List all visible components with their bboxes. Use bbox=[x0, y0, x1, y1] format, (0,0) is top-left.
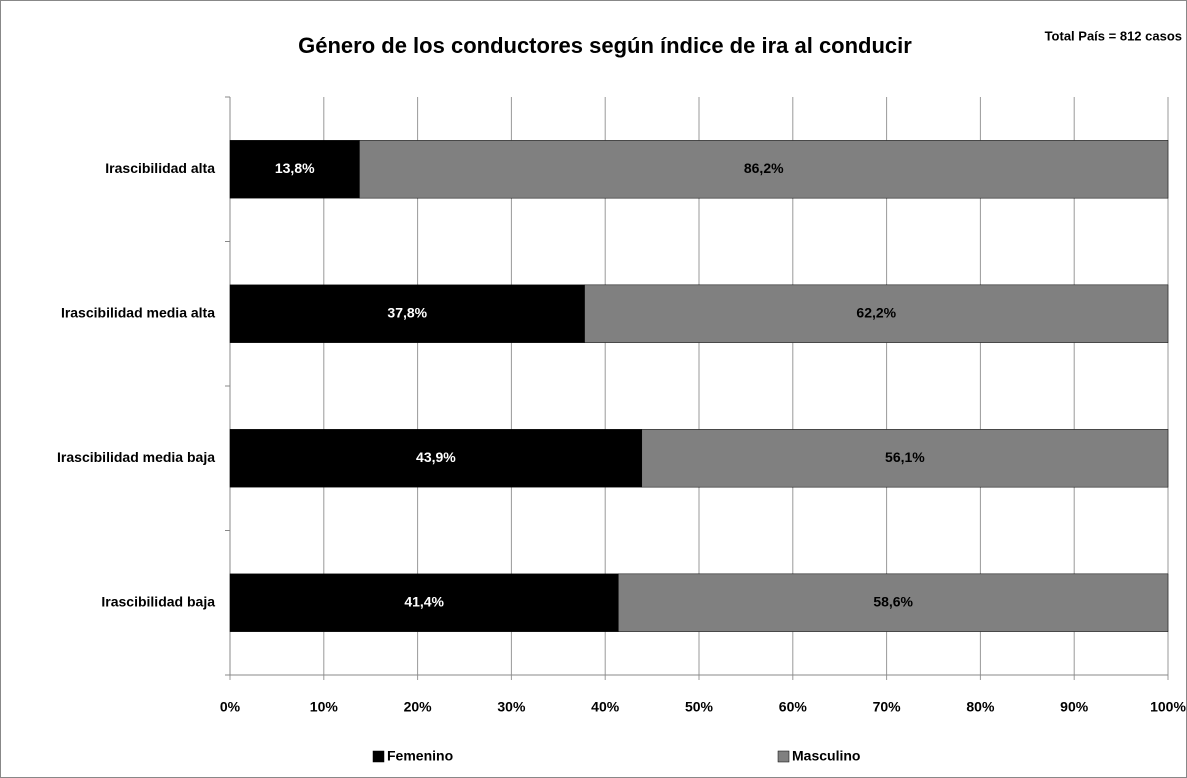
x-tick-label: 60% bbox=[779, 699, 808, 715]
bar-segment bbox=[641, 429, 1169, 488]
value-label: 62,2% bbox=[856, 304, 896, 320]
value-label: 56,1% bbox=[885, 449, 925, 465]
x-tick-label: 30% bbox=[497, 699, 526, 715]
bar-segment bbox=[359, 140, 1169, 199]
legend-swatch bbox=[372, 750, 385, 763]
bar-segment bbox=[229, 284, 585, 343]
value-label: 13,8% bbox=[275, 160, 315, 176]
x-tick-label: 90% bbox=[1060, 699, 1089, 715]
annotation: Total País = 812 casos bbox=[1045, 28, 1182, 43]
value-label: 43,9% bbox=[416, 449, 456, 465]
x-tick-label: 20% bbox=[404, 699, 433, 715]
y-tick-label: Irascibilidad media alta bbox=[61, 304, 215, 320]
x-tick-label: 80% bbox=[966, 699, 995, 715]
x-tick-label: 50% bbox=[685, 699, 714, 715]
y-tick-label: Irascibilidad media baja bbox=[57, 449, 215, 465]
legend-swatch bbox=[777, 750, 790, 763]
x-tick-label: 40% bbox=[591, 699, 620, 715]
bar-segment bbox=[229, 573, 619, 632]
value-label: 41,4% bbox=[404, 593, 444, 609]
x-tick-label: 100% bbox=[1150, 699, 1186, 715]
x-tick-label: 0% bbox=[220, 699, 241, 715]
value-label: 86,2% bbox=[744, 160, 784, 176]
value-label: 58,6% bbox=[873, 593, 913, 609]
bar-segment bbox=[618, 573, 1169, 632]
bar-segment bbox=[229, 140, 360, 199]
legend-label: Femenino bbox=[387, 748, 453, 764]
x-tick-label: 70% bbox=[873, 699, 902, 715]
bar-segment bbox=[584, 284, 1169, 343]
value-label: 37,8% bbox=[387, 304, 427, 320]
x-tick-label: 10% bbox=[310, 699, 339, 715]
legend-label: Masculino bbox=[792, 748, 860, 764]
y-tick-label: Irascibilidad alta bbox=[105, 160, 215, 176]
y-tick-label: Irascibilidad baja bbox=[101, 593, 215, 609]
chart-title: Género de los conductores según índice d… bbox=[298, 33, 912, 58]
